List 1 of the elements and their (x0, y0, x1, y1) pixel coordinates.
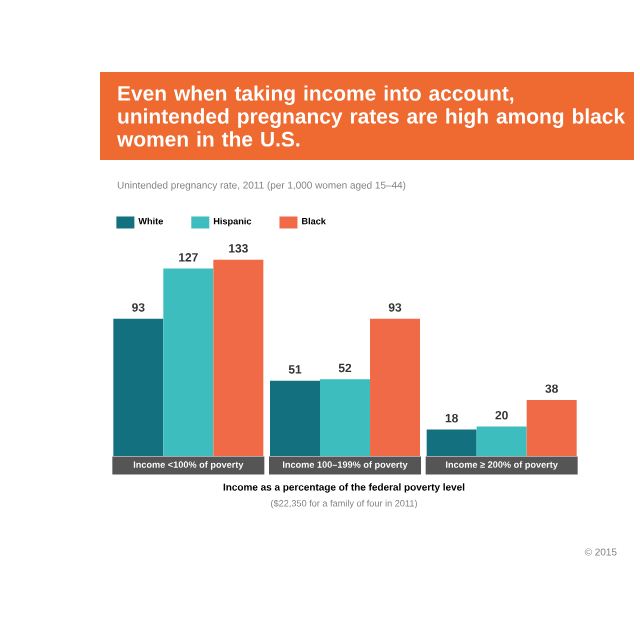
chart-title: Even when taking income into account, unintended pregnancy rates are high among black women in the U.S. (116, 85, 626, 147)
